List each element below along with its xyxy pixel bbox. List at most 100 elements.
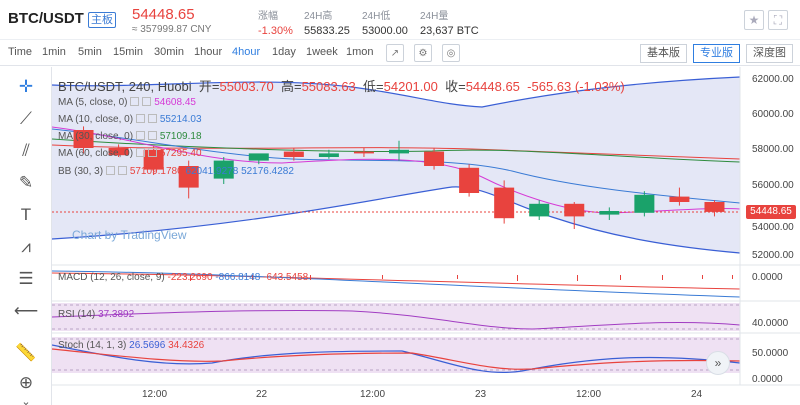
legend-bb-settings-icon[interactable] xyxy=(106,166,116,175)
time-tick: 12:00 xyxy=(360,389,386,400)
legend-ma10-close-icon[interactable] xyxy=(148,114,158,123)
tradingview-watermark[interactable]: Chart by TradingView xyxy=(72,228,187,242)
stat-high-value: 55833.25 xyxy=(304,25,350,37)
price-tick: 52000.00 xyxy=(752,250,794,261)
text-tool-icon[interactable]: T xyxy=(20,205,32,224)
settings-gear-icon[interactable]: ⚙ xyxy=(414,44,432,62)
tf-1min[interactable]: 1min xyxy=(42,46,66,58)
legend-ma10[interactable]: MA (10, close, 0) 55214.03 xyxy=(58,114,202,125)
legend-stoch[interactable]: Stoch (14, 1, 3) 26.5696 34.4326 xyxy=(58,340,204,351)
tf-5min[interactable]: 5min xyxy=(78,46,102,58)
legend-rsi-label: RSI (14) xyxy=(58,309,96,320)
candle-body[interactable] xyxy=(529,203,550,217)
legend-ma60-settings-icon[interactable] xyxy=(136,148,146,157)
legend-ma60-close-icon[interactable] xyxy=(148,148,158,157)
legend-ma30-value: 57109.18 xyxy=(159,131,202,142)
price-cny: ≈ 357999.87 CNY xyxy=(132,24,212,35)
trendline-icon[interactable]: ⟋ xyxy=(20,109,32,128)
tf-1hour[interactable]: 1hour xyxy=(194,46,223,58)
candle-body[interactable] xyxy=(389,149,409,154)
legend-ma5-close-icon[interactable] xyxy=(142,97,152,106)
stat-volume: 24H量 23,637 BTC xyxy=(420,7,479,37)
crosshair-icon[interactable]: ✛ xyxy=(18,77,34,96)
back-arrow-icon[interactable]: ⟵ xyxy=(13,301,39,320)
snapshot-icon[interactable]: ◎ xyxy=(442,44,460,62)
legend-bb-close-icon[interactable] xyxy=(118,166,128,175)
tf-1week[interactable]: 1week xyxy=(306,46,338,58)
price-tick: 56000.00 xyxy=(752,180,794,191)
brush-icon[interactable]: ✎ xyxy=(18,173,34,192)
stat-low-value: 53000.00 xyxy=(362,25,408,37)
stat-change: 涨幅 -1.30% xyxy=(258,7,293,37)
tf-15min[interactable]: 15min xyxy=(113,46,143,58)
candle-body[interactable] xyxy=(494,187,515,219)
fib-icon[interactable]: ☰ xyxy=(18,269,34,288)
candle-body[interactable] xyxy=(424,151,445,166)
legend-ma60-value: 57295.40 xyxy=(159,148,202,159)
star-icon[interactable]: ★ xyxy=(744,10,764,30)
legend-bb[interactable]: BB (30, 3) 57109.1780 62041.9278 52176.4… xyxy=(58,166,294,177)
stoch-axis-tick: 0.0000 xyxy=(752,374,783,385)
scroll-forward-icon[interactable]: » xyxy=(706,351,730,375)
legend-ma5-settings-icon[interactable] xyxy=(130,97,140,106)
legend-ma10-settings-icon[interactable] xyxy=(136,114,146,123)
candles-group xyxy=(73,126,725,229)
stat-volume-value: 23,637 BTC xyxy=(420,25,479,37)
last-price: 54448.65 xyxy=(132,6,195,23)
rsi-value: 37.3892 xyxy=(98,309,135,320)
zoom-in-icon[interactable]: ⊕ xyxy=(18,373,34,392)
macd-axis-tick: 0.0000 xyxy=(752,272,783,283)
candle-body[interactable] xyxy=(178,166,199,188)
ma60-line xyxy=(51,144,741,160)
chart-area[interactable]: BTC/USDT, 240, Huobi 开=55003.70 高=55083.… xyxy=(51,67,800,405)
candle-body[interactable] xyxy=(704,202,725,212)
tf-time[interactable]: Time xyxy=(8,46,33,58)
candle-body[interactable] xyxy=(599,211,620,215)
view-depth-button[interactable]: 深度图 xyxy=(746,44,793,63)
macd-signal-value: -643.5458 xyxy=(263,272,309,283)
legend-ma30[interactable]: MA (30, close, 0) 57109.18 xyxy=(58,131,202,142)
stat-change-label: 涨幅 xyxy=(258,11,278,22)
legend-rsi[interactable]: RSI (14) 37.3892 xyxy=(58,309,134,320)
candle-body[interactable] xyxy=(564,203,585,217)
candle-body[interactable] xyxy=(459,167,480,193)
candle-body[interactable] xyxy=(353,151,374,154)
candle-body[interactable] xyxy=(318,153,339,157)
header-actions: ★ ⛶ xyxy=(744,10,788,30)
legend-ma60[interactable]: MA (60, close, 0) 57295.40 xyxy=(58,148,202,159)
candle-body[interactable] xyxy=(248,153,269,161)
legend-macd[interactable]: MACD (12, 26, close, 9) -223.2690 -866.8… xyxy=(58,272,308,283)
last-price-tag: 54448.65 xyxy=(746,205,796,219)
candle-body[interactable] xyxy=(634,194,655,213)
fullscreen-icon[interactable]: ⛶ xyxy=(768,10,788,30)
view-basic-button[interactable]: 基本版 xyxy=(640,44,687,63)
tf-1mon[interactable]: 1mon xyxy=(346,46,374,58)
stat-volume-label: 24H量 xyxy=(420,11,449,22)
drawing-tools-panel: ✛ ⟋ ⫽ ✎ T ⩘ ☰ ⟵ 📏 ⊕ ⌄ xyxy=(0,67,52,405)
pitchfork-icon[interactable]: ⫽ xyxy=(22,141,30,160)
stoch-d-line xyxy=(51,348,741,370)
close-label: 收= xyxy=(445,79,466,94)
price-tick: 58000.00 xyxy=(752,144,794,155)
pattern-icon[interactable]: ⩘ xyxy=(21,237,31,256)
tf-1day[interactable]: 1day xyxy=(272,46,296,58)
tf-30min[interactable]: 30min xyxy=(154,46,184,58)
candle-body[interactable] xyxy=(108,148,129,156)
view-pro-button[interactable]: 专业版 xyxy=(693,44,740,63)
legend-stoch-label: Stoch (14, 1, 3) xyxy=(58,340,127,351)
legend-ma30-close-icon[interactable] xyxy=(148,131,158,140)
ruler-icon[interactable]: 📏 xyxy=(15,343,37,362)
candle-body[interactable] xyxy=(73,130,94,148)
legend-ma30-settings-icon[interactable] xyxy=(136,131,146,140)
tf-4hour[interactable]: 4hour xyxy=(232,46,261,58)
chevron-down-icon[interactable]: ⌄ xyxy=(21,395,31,405)
candle-body[interactable] xyxy=(669,196,690,202)
legend-ma10-value: 55214.03 xyxy=(159,114,202,125)
candle-body[interactable] xyxy=(213,160,234,179)
legend-ma5[interactable]: MA (5, close, 0) 54608.45 xyxy=(58,97,196,108)
indicator-icon[interactable]: ↗ xyxy=(386,44,404,62)
pair-name: BTC/USDT xyxy=(8,10,84,27)
candle-body[interactable] xyxy=(283,151,304,157)
market-header: BTC/USDT 主板 54448.65 ≈ 357999.87 CNY 涨幅 … xyxy=(0,0,800,40)
